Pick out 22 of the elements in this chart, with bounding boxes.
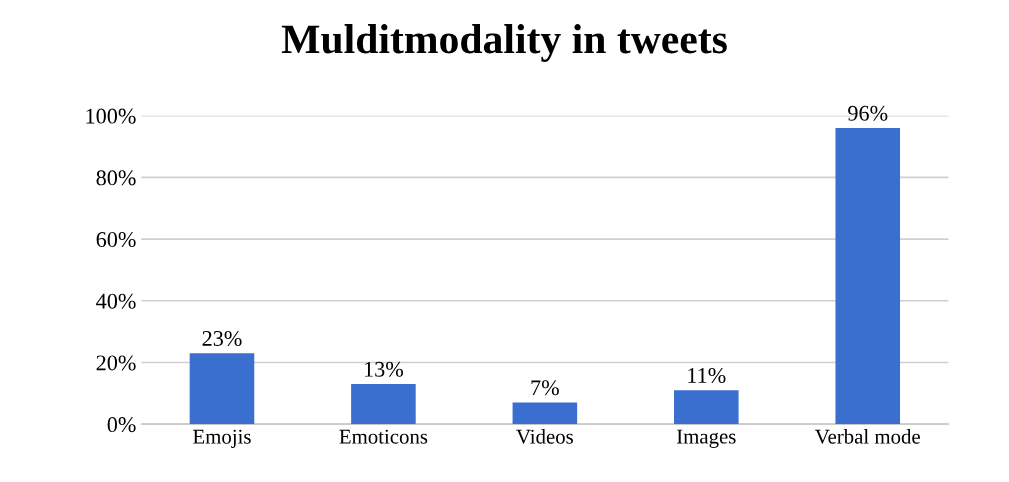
- y-tick-label: 20%: [96, 355, 136, 371]
- y-tick-label: 100%: [86, 108, 136, 124]
- bar: [835, 128, 901, 425]
- x-tick-label: Videos: [516, 429, 573, 444]
- bar: [351, 384, 416, 425]
- data-label: 96%: [848, 105, 888, 121]
- chart-title: Mulditmodality in tweets: [281, 24, 727, 62]
- x-tick-label: Verbal mode: [815, 429, 920, 444]
- bar: [189, 353, 255, 425]
- bar: [674, 390, 739, 425]
- y-tick-label: 80%: [96, 170, 136, 186]
- x-tick-label: Emoticons: [339, 429, 428, 444]
- x-tick-label: Emojis: [193, 429, 251, 448]
- bar: [512, 402, 578, 425]
- y-tick-label: 40%: [96, 293, 136, 309]
- data-label: 13%: [365, 361, 404, 377]
- y-tick-label: 0%: [107, 417, 136, 433]
- x-tick-label: Images: [676, 429, 736, 448]
- y-tick-label: 60%: [96, 232, 136, 248]
- data-label: 23%: [202, 330, 242, 346]
- data-label: 11%: [688, 367, 726, 384]
- data-label: 7%: [531, 380, 559, 396]
